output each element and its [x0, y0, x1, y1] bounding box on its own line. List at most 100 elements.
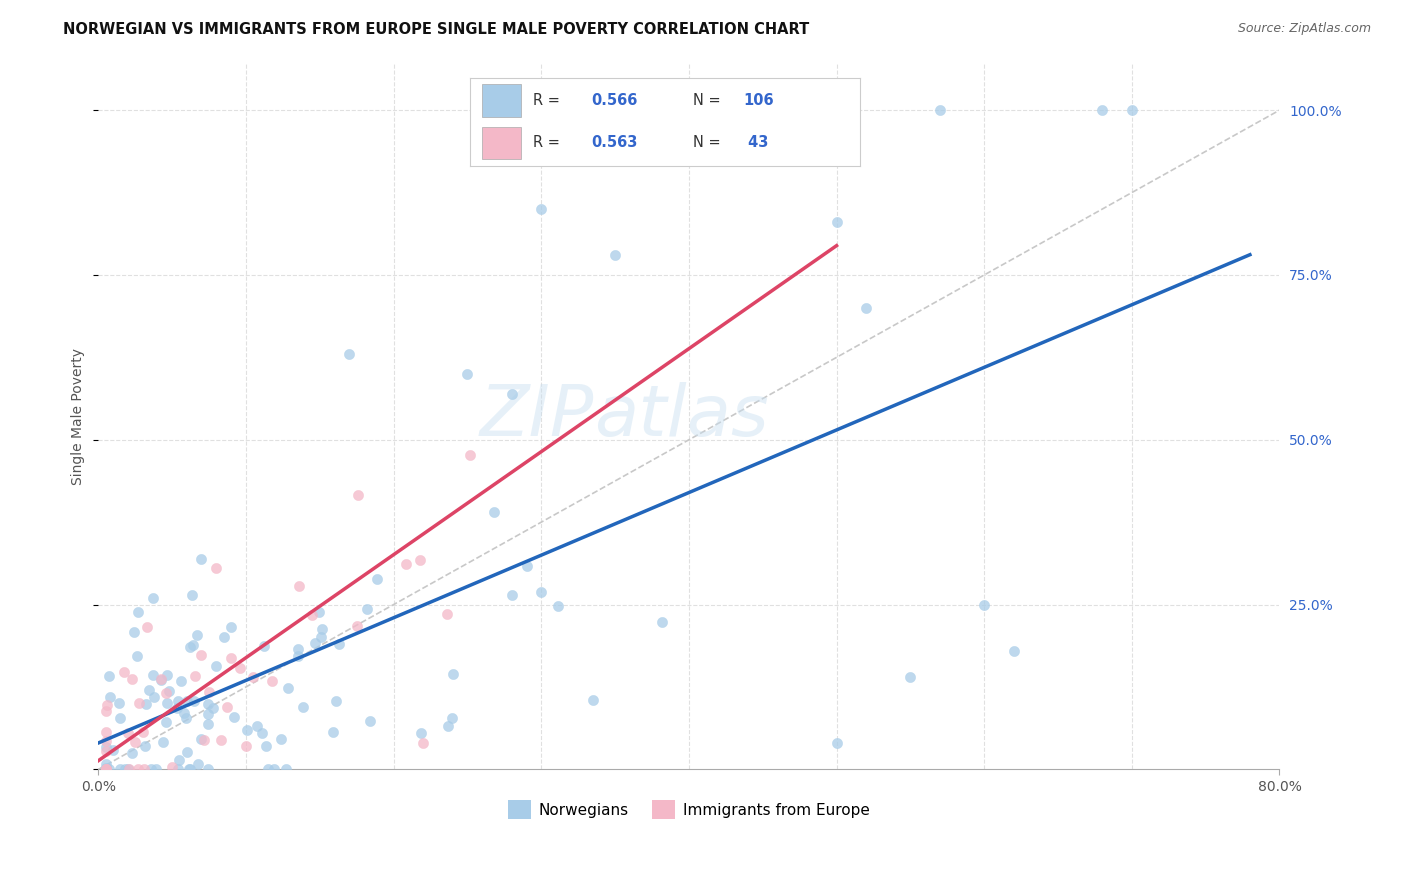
Point: [166, 762, 188, 776]
Point: [143, 690, 166, 704]
Point: [260, 673, 283, 688]
Point: [176, 694, 198, 708]
Point: [152, 735, 174, 749]
Point: [181, 638, 204, 652]
Point: [825, 215, 848, 229]
Point: [242, 670, 264, 684]
Point: [180, 588, 202, 602]
Point: [254, 739, 277, 753]
Point: [263, 762, 285, 776]
Point: [94, 734, 117, 748]
Point: [530, 202, 553, 216]
Legend: Norwegians, Immigrants from Europe: Norwegians, Immigrants from Europe: [502, 794, 876, 825]
Point: [219, 620, 242, 634]
Point: [94, 762, 117, 776]
Point: [166, 694, 188, 708]
Point: [325, 694, 347, 708]
Point: [973, 598, 995, 612]
Point: [288, 579, 311, 593]
Point: [928, 103, 950, 118]
Point: [94, 762, 117, 776]
Text: Source: ZipAtlas.com: Source: ZipAtlas.com: [1237, 22, 1371, 36]
Point: [179, 762, 201, 776]
Point: [287, 648, 309, 663]
Point: [117, 762, 139, 776]
Point: [141, 762, 163, 776]
Point: [204, 659, 226, 673]
Text: NORWEGIAN VS IMMIGRANTS FROM EUROPE SINGLE MALE POVERTY CORRELATION CHART: NORWEGIAN VS IMMIGRANTS FROM EUROPE SING…: [63, 22, 810, 37]
Point: [184, 669, 207, 683]
Point: [121, 746, 143, 760]
Point: [94, 744, 117, 758]
Point: [898, 670, 921, 684]
Point: [328, 637, 350, 651]
Point: [166, 701, 188, 715]
Point: [304, 636, 326, 650]
Point: [825, 736, 848, 750]
Point: [198, 685, 221, 699]
Point: [441, 667, 464, 681]
Point: [201, 701, 224, 715]
Y-axis label: Single Male Poverty: Single Male Poverty: [72, 348, 86, 485]
Point: [292, 700, 315, 714]
Point: [457, 367, 479, 381]
Point: [160, 760, 183, 774]
Point: [437, 719, 460, 733]
Point: [229, 661, 252, 675]
Point: [124, 735, 146, 749]
Point: [287, 641, 309, 656]
Point: [501, 386, 523, 401]
Point: [219, 651, 242, 665]
Point: [412, 736, 434, 750]
Point: [117, 725, 139, 739]
Point: [122, 625, 145, 640]
Point: [197, 707, 219, 722]
Point: [187, 757, 209, 772]
Point: [118, 762, 141, 776]
Point: [436, 607, 458, 621]
Point: [173, 706, 195, 721]
Point: [346, 619, 368, 633]
Point: [112, 665, 135, 679]
Point: [366, 572, 388, 586]
Point: [582, 692, 605, 706]
Point: [125, 648, 148, 663]
Point: [179, 762, 201, 776]
Point: [458, 448, 481, 462]
Point: [127, 605, 149, 619]
Point: [142, 591, 165, 606]
Point: [270, 732, 292, 747]
Point: [157, 683, 180, 698]
Point: [94, 704, 117, 718]
Point: [547, 599, 569, 614]
Point: [322, 725, 344, 739]
Point: [212, 631, 235, 645]
Point: [236, 723, 259, 737]
Point: [149, 673, 172, 688]
Point: [128, 696, 150, 710]
Point: [108, 697, 131, 711]
Point: [149, 672, 172, 686]
Point: [395, 558, 418, 572]
Point: [245, 719, 267, 733]
Point: [277, 681, 299, 695]
Point: [108, 762, 131, 776]
Point: [356, 602, 378, 616]
Point: [174, 711, 197, 725]
Point: [1091, 103, 1114, 118]
Point: [134, 762, 156, 776]
Point: [108, 711, 131, 725]
Point: [94, 761, 117, 775]
Point: [235, 739, 257, 754]
Point: [138, 683, 160, 698]
Point: [339, 347, 361, 361]
Point: [311, 622, 333, 636]
Point: [101, 743, 124, 757]
Point: [94, 757, 117, 772]
Point: [190, 648, 212, 662]
Point: [176, 745, 198, 759]
Point: [193, 733, 215, 747]
Point: [359, 714, 381, 728]
Point: [250, 726, 273, 740]
Point: [179, 640, 201, 655]
